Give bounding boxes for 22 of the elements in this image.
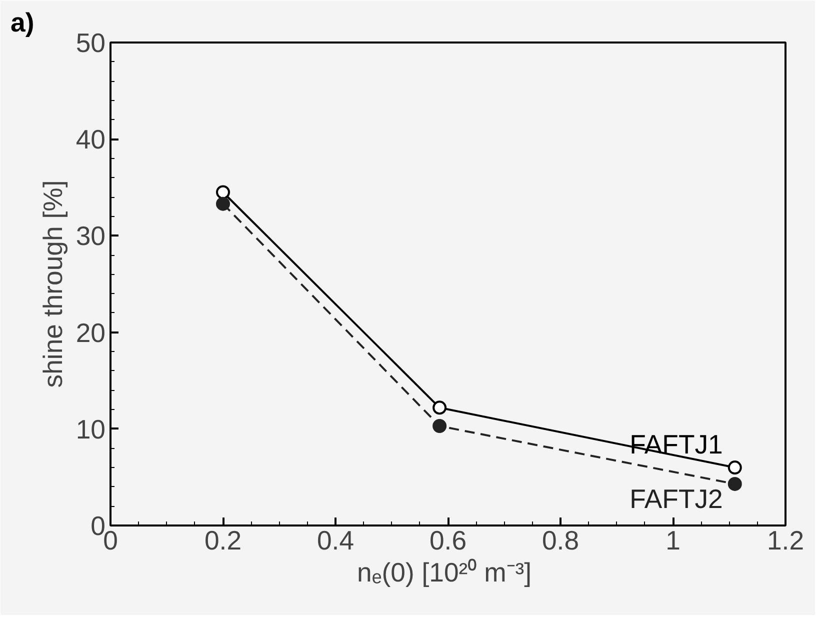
series-label: FAFTJ1	[630, 430, 723, 460]
x-axis-title: nₑ(0) [10²⁰ m⁻³]	[357, 558, 532, 588]
point	[432, 400, 447, 415]
x-tick-label: 1	[666, 526, 680, 556]
point	[216, 185, 230, 200]
point	[728, 460, 742, 475]
y-tick-label: 10	[76, 414, 106, 444]
y-axis-title: shine through [%]	[38, 180, 68, 388]
x-tick-label: 0.2	[204, 526, 242, 556]
point	[432, 419, 447, 433]
y-tick-label: 40	[76, 124, 106, 155]
x-tick-label: 0.4	[316, 526, 354, 556]
point	[728, 476, 742, 491]
y-tick-label: 20	[76, 318, 106, 348]
y-tick-label: 30	[76, 221, 106, 252]
x-tick-label: 0.6	[429, 526, 467, 556]
y-tick-label: 50	[76, 28, 106, 58]
series-label: FAFTJ2	[630, 484, 723, 514]
x-tick-label: 0.8	[542, 526, 580, 556]
x-tick-label: 1.2	[766, 526, 804, 556]
text: a)	[10, 8, 34, 38]
point	[216, 196, 230, 211]
